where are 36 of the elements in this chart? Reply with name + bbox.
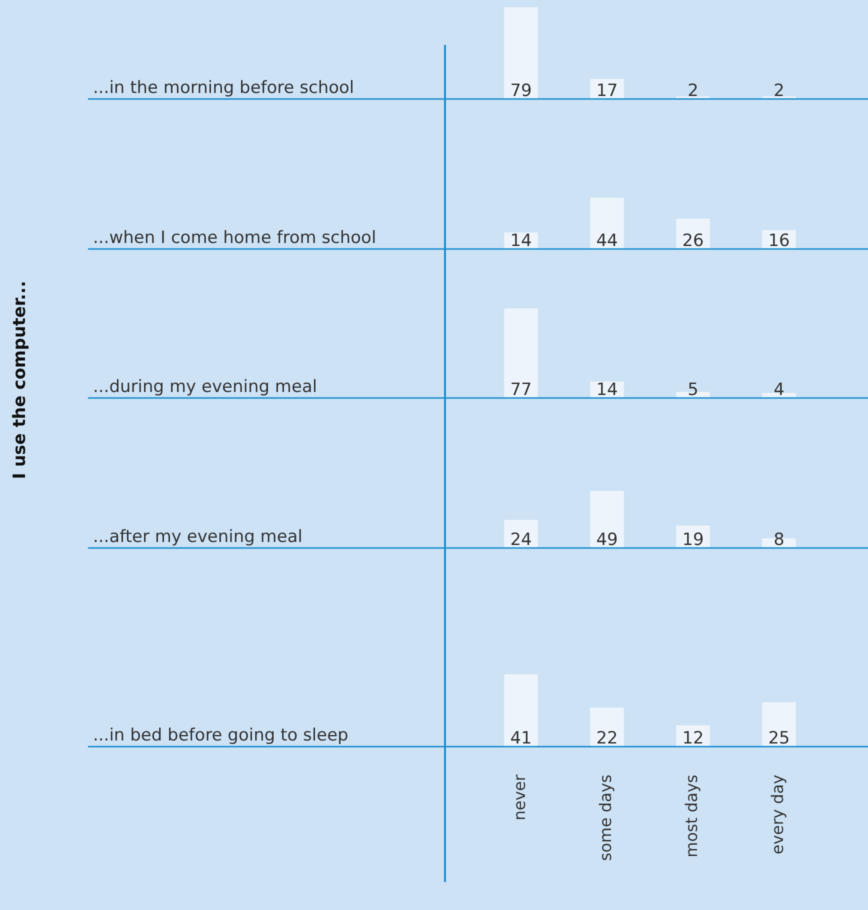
y-axis-title: ...during my evening meal bbox=[93, 377, 318, 397]
bar bbox=[590, 197, 624, 248]
data-label: 2 bbox=[774, 81, 784, 101]
data-label: 44 bbox=[596, 230, 618, 250]
data-label: 8 bbox=[774, 530, 784, 550]
data-label: 17 bbox=[596, 81, 618, 101]
data-label: 25 bbox=[768, 728, 790, 749]
x-tick-label: most days bbox=[682, 774, 702, 858]
data-label: 26 bbox=[682, 230, 704, 250]
data-label: 49 bbox=[596, 530, 618, 550]
bar bbox=[504, 674, 538, 747]
bar bbox=[590, 708, 624, 747]
x-tick-label: every day bbox=[768, 774, 788, 854]
bar bbox=[504, 308, 538, 398]
x-tick-label: some days bbox=[596, 774, 616, 861]
bar bbox=[762, 702, 796, 747]
data-label: 22 bbox=[596, 728, 618, 749]
y-axis-title: ...in the morning before school bbox=[93, 78, 354, 98]
bar bbox=[590, 490, 624, 548]
data-label: 24 bbox=[510, 530, 532, 550]
data-label: 41 bbox=[510, 728, 532, 749]
y-axis-title: ...in bed before going to sleep bbox=[93, 726, 348, 746]
x-tick-label: never bbox=[510, 774, 530, 820]
data-label: 77 bbox=[510, 380, 532, 400]
data-label: 4 bbox=[774, 380, 784, 400]
y-axis-title: ...after my evening meal bbox=[93, 526, 302, 546]
data-label: 79 bbox=[510, 81, 532, 101]
data-label: 14 bbox=[510, 230, 532, 250]
data-label: 5 bbox=[688, 380, 698, 400]
data-label: 16 bbox=[768, 230, 790, 250]
text: I use the computer... bbox=[10, 280, 30, 480]
y-axis-title: ...when I come home from school bbox=[93, 228, 376, 248]
data-label: 12 bbox=[682, 728, 704, 749]
data-label: 2 bbox=[688, 81, 698, 101]
data-label: 14 bbox=[596, 380, 618, 400]
data-label: 19 bbox=[682, 530, 704, 550]
